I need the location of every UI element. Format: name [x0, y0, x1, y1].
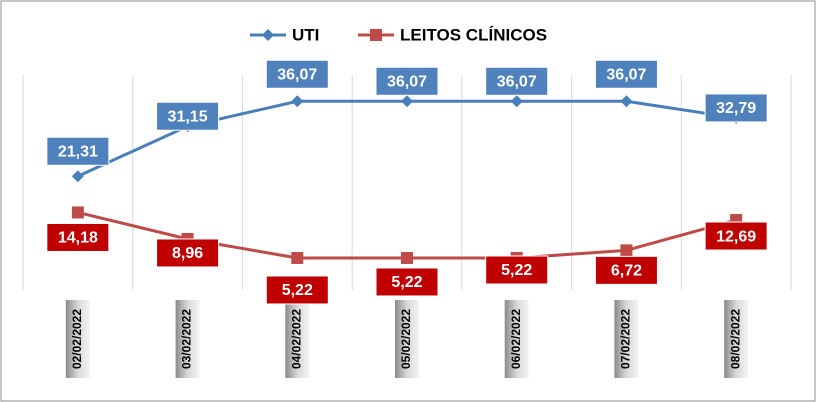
category-box — [175, 300, 200, 378]
data-label-box — [594, 255, 658, 285]
data-label: 5,22 — [501, 262, 532, 279]
data-label-box — [46, 222, 110, 252]
x-tick-label: 03/02/2022 — [180, 309, 194, 369]
data-label: 36,07 — [497, 73, 537, 90]
marker — [401, 95, 413, 108]
data-label: 21,31 — [58, 143, 98, 160]
data-label: 36,07 — [387, 73, 427, 90]
legend-label: UTI — [292, 25, 319, 44]
category-box — [724, 300, 749, 378]
data-label: 14,18 — [58, 230, 98, 247]
category-box — [65, 300, 90, 378]
data-label-box — [704, 93, 768, 123]
data-label-box — [156, 101, 220, 131]
marker — [401, 251, 413, 264]
category-box — [285, 300, 310, 378]
data-label: 12,69 — [716, 228, 756, 245]
data-label: 5,22 — [391, 274, 422, 291]
data-label-box — [375, 267, 439, 297]
marker — [291, 251, 304, 264]
data-label: 6,72 — [611, 263, 642, 280]
x-tick-label: 07/02/2022 — [619, 309, 633, 369]
marker — [510, 95, 523, 108]
data-label: 36,07 — [277, 66, 317, 83]
data-label: 31,15 — [168, 108, 208, 125]
legend-label: LEITOS CLÍNICOS — [400, 25, 547, 44]
data-label: 32,79 — [716, 100, 756, 117]
marker — [291, 95, 304, 108]
x-tick-label: 05/02/2022 — [399, 309, 413, 369]
data-label: 8,96 — [172, 245, 203, 262]
data-label-box — [46, 136, 110, 166]
data-label: 36,07 — [606, 66, 646, 83]
x-tick-label: 02/02/2022 — [70, 309, 84, 369]
data-label-box — [485, 66, 549, 96]
x-tick-label: 08/02/2022 — [728, 309, 742, 369]
data-label-box — [485, 255, 549, 285]
category-box — [395, 300, 419, 378]
marker — [620, 244, 633, 257]
data-label-box — [375, 66, 439, 96]
data-label-box — [704, 221, 768, 251]
data-label-box — [265, 275, 329, 305]
marker — [71, 170, 84, 183]
x-tick-label: 06/02/2022 — [509, 309, 523, 369]
data-label: 5,22 — [282, 282, 313, 299]
marker — [71, 206, 84, 219]
data-label-box — [594, 59, 658, 89]
category-box — [614, 300, 639, 378]
category-box — [504, 300, 529, 378]
marker — [620, 95, 633, 108]
legend-marker — [370, 29, 382, 41]
x-tick-label: 04/02/2022 — [289, 309, 303, 369]
data-label-box — [156, 238, 220, 268]
data-label-box — [265, 59, 329, 89]
legend-marker — [262, 29, 274, 41]
